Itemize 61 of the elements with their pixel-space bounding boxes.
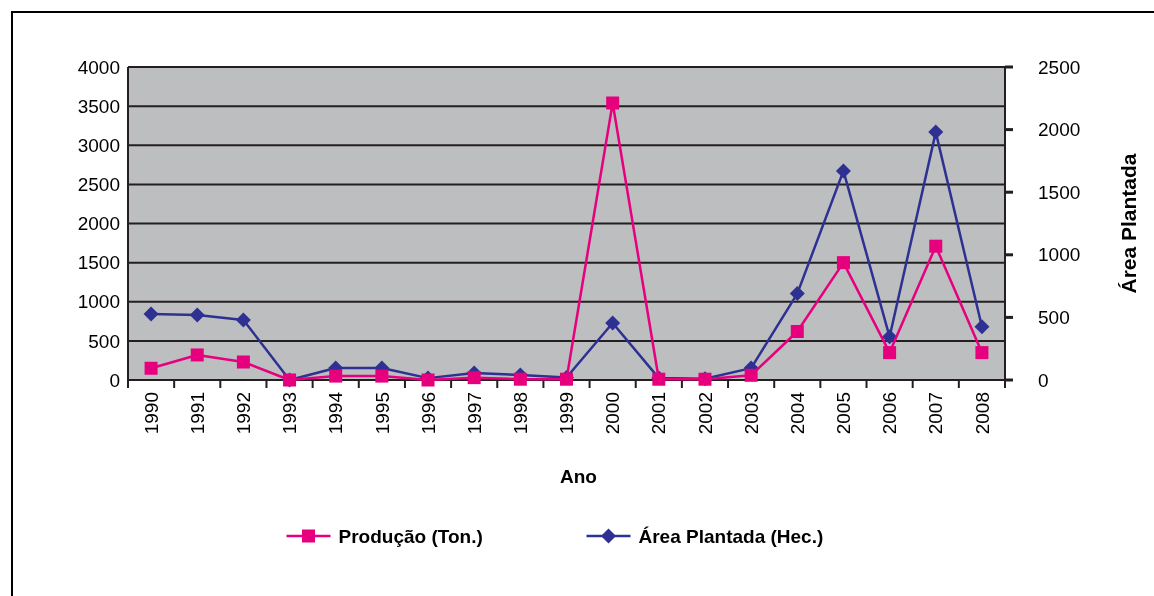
point [789, 286, 805, 302]
x-tick-label: 1993 [279, 392, 301, 435]
y-tick-label: 1000 [77, 291, 120, 313]
point [605, 315, 621, 331]
legend-label: Área Plantada (Hec.) [638, 525, 824, 547]
point [975, 346, 989, 360]
x-tick-label: 1995 [371, 392, 393, 435]
y2-tick-label: 0 [1038, 369, 1049, 391]
x-axis-title: Ano [560, 466, 597, 487]
point [790, 324, 804, 338]
y-tick-label: 500 [88, 330, 120, 352]
point [974, 319, 990, 335]
x-tick-label: 1999 [556, 392, 578, 435]
x-tick-label: 1994 [325, 391, 347, 435]
point [236, 355, 250, 369]
point [883, 346, 897, 360]
x-tick-label: 1992 [233, 392, 255, 435]
x-tick-label: 1990 [140, 392, 162, 435]
x-tick-label: 2000 [602, 392, 624, 435]
point [375, 369, 389, 383]
x-tick-label: 1991 [186, 392, 208, 435]
y2-tick-label: 2000 [1038, 119, 1081, 141]
y2-tick-label: 500 [1038, 307, 1070, 329]
point [143, 306, 159, 322]
y-tick-label: 0 [109, 369, 120, 391]
point [835, 163, 851, 179]
point [189, 307, 205, 323]
y-tick-label: 1500 [77, 252, 120, 274]
point [144, 361, 158, 375]
y-tick-label: 2000 [77, 213, 120, 235]
point [836, 256, 850, 270]
point [929, 239, 943, 253]
x-tick-label: 2007 [925, 392, 947, 435]
point [606, 96, 620, 110]
y-tick-label: 4000 [77, 56, 120, 78]
x-tick-label: 2001 [648, 392, 670, 435]
y-tick-label: 3500 [77, 95, 120, 117]
x-tick-label: 1997 [463, 392, 485, 435]
point [928, 124, 944, 140]
x-tick-label: 2003 [740, 392, 762, 435]
x-tick-label: 1996 [417, 392, 439, 435]
y2-tick-label: 1500 [1038, 181, 1081, 203]
point [513, 372, 527, 386]
y-tick-label: 3000 [77, 134, 120, 156]
point [467, 371, 481, 385]
point [329, 369, 343, 383]
y2-tick-label: 1000 [1038, 244, 1081, 266]
point [744, 368, 758, 382]
x-tick-label: 2002 [694, 392, 716, 435]
y2-tick-label: 2500 [1038, 56, 1081, 78]
point [190, 348, 204, 362]
x-tick-label: 2008 [971, 392, 993, 435]
x-tick-label: 2005 [833, 392, 855, 435]
y2-axis-title: Área Plantada [1117, 153, 1140, 294]
point [882, 329, 898, 345]
legend-label: Produção (Ton.) [338, 525, 483, 547]
x-tick-label: 2004 [786, 391, 808, 435]
x-tick-label: 1998 [509, 392, 531, 435]
x-tick-label: 2006 [879, 392, 901, 435]
point [235, 312, 251, 328]
y-tick-label: 2500 [77, 174, 120, 196]
